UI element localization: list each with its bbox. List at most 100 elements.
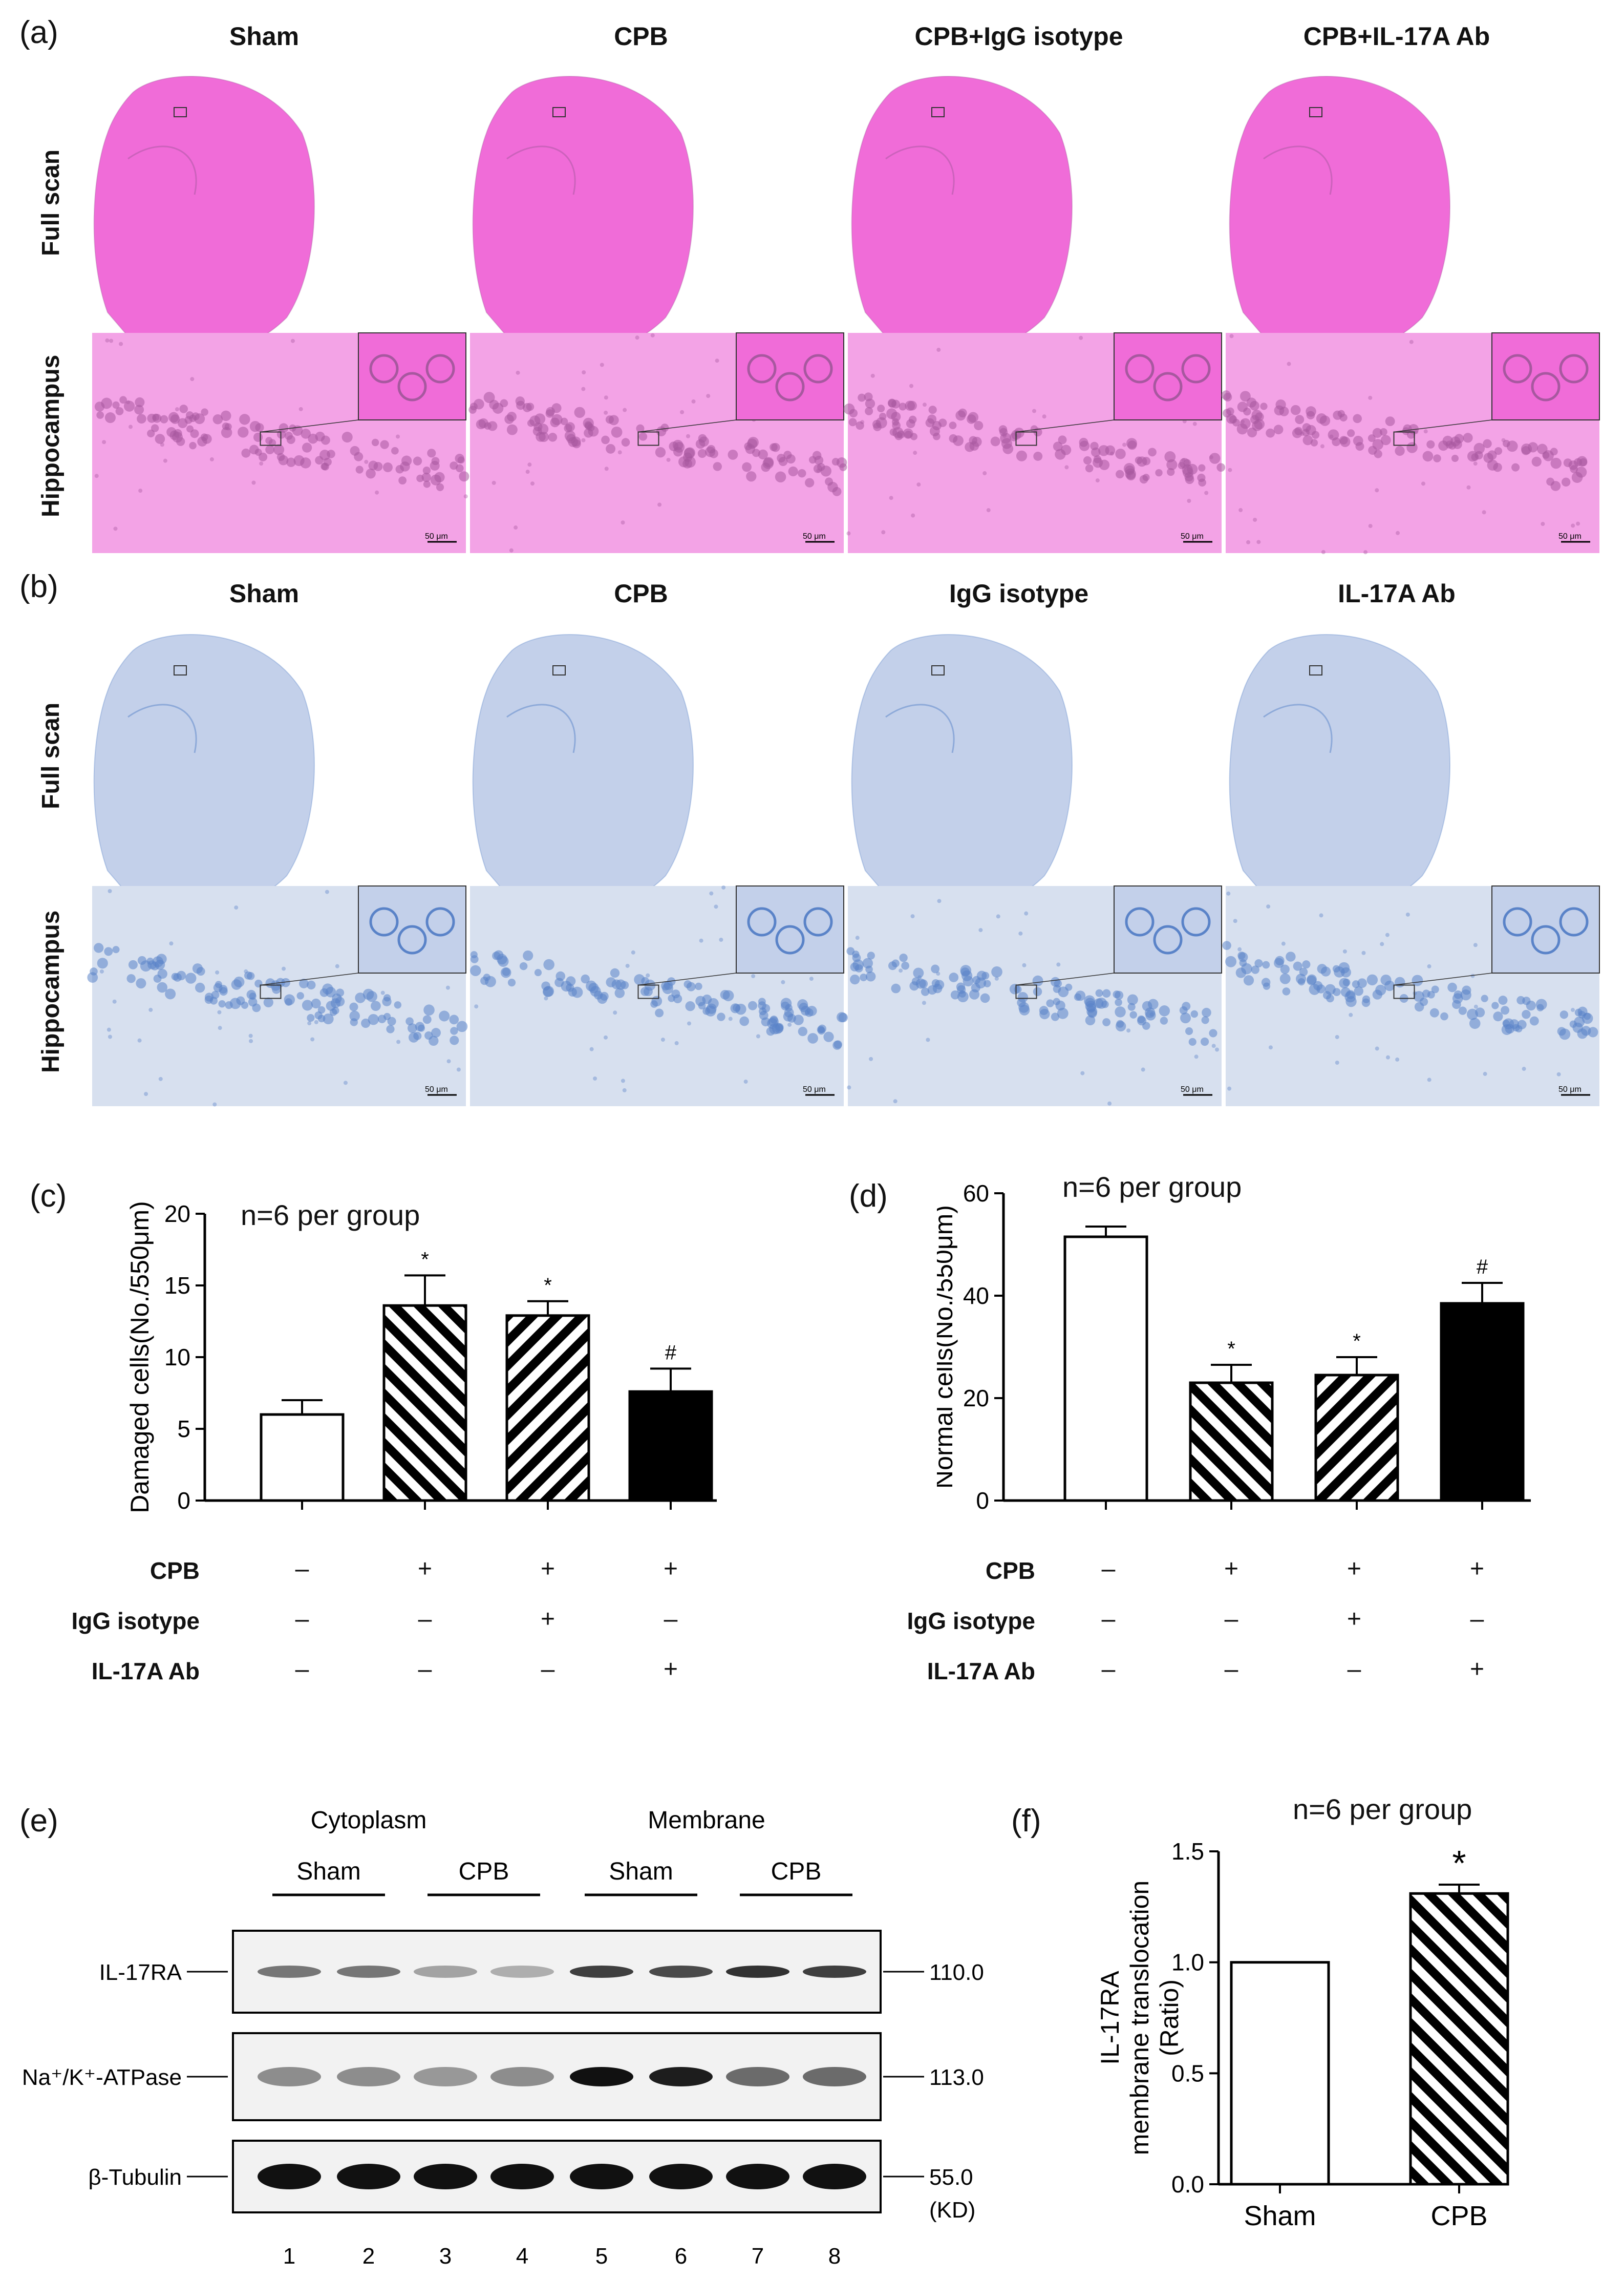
cell-dot	[881, 530, 886, 535]
cell-dot	[251, 480, 256, 485]
blot-band	[649, 2164, 713, 2189]
neuron	[456, 464, 464, 473]
treatment-sign: +	[663, 1656, 678, 1683]
neuron	[636, 424, 645, 433]
zoom-box	[1015, 984, 1037, 999]
neuron	[1295, 974, 1307, 984]
neuron	[1061, 445, 1072, 455]
neuron	[1498, 996, 1508, 1005]
neuron	[605, 415, 614, 424]
neuron	[697, 449, 707, 458]
cell-dot	[1329, 434, 1334, 439]
neuron	[112, 401, 120, 409]
cell-dot	[446, 1059, 451, 1064]
neuron	[717, 1012, 725, 1021]
neuron	[673, 441, 685, 453]
cell-dot	[621, 1079, 625, 1083]
neuron	[470, 965, 481, 977]
neuron	[1115, 1006, 1126, 1018]
panel-f-n-text: n=6 per group	[1293, 1793, 1472, 1825]
neuron	[1185, 475, 1194, 484]
blot-kd-marker: 55.0	[929, 2165, 973, 2190]
neuron	[1339, 413, 1348, 422]
treatment-row-label: IL-17A Ab	[91, 1658, 200, 1684]
treatment-sign: +	[540, 1555, 555, 1582]
neuron	[1166, 459, 1178, 471]
neuron	[856, 421, 864, 430]
neuron	[155, 434, 165, 444]
neuron	[991, 966, 1002, 978]
cell-dot	[1211, 1044, 1216, 1048]
neuron	[529, 415, 541, 427]
neuron	[685, 1001, 695, 1011]
histology-images: 50 μm 50 μm 50 μm 50 μm 50 μm 50 μm 50 μm 50 μm	[87, 76, 1600, 1107]
neuron	[1279, 973, 1291, 984]
treatment-sign: +	[1469, 1656, 1485, 1683]
neuron	[664, 981, 673, 990]
cell-dot	[375, 490, 379, 495]
blot-band	[414, 2067, 477, 2086]
neuron	[1262, 961, 1270, 969]
inset	[736, 332, 844, 420]
neuron	[1529, 1016, 1539, 1026]
neuron	[431, 1028, 441, 1038]
neuron	[252, 1003, 261, 1012]
cell-dot	[314, 1020, 318, 1024]
neuron	[1102, 1018, 1111, 1026]
cell-dot	[298, 407, 303, 411]
zoom-line	[638, 973, 737, 986]
neuron	[355, 466, 364, 474]
neuron	[436, 483, 444, 491]
brain-section	[472, 76, 694, 355]
neuron	[407, 1023, 417, 1033]
neuron	[112, 946, 120, 954]
blot-kd-marker: 110.0	[929, 1960, 984, 1985]
neuron	[1126, 471, 1136, 481]
neuron	[1225, 956, 1237, 967]
neuron	[957, 991, 969, 1003]
neuron	[744, 442, 752, 451]
neuron	[570, 436, 581, 447]
neuron	[361, 1018, 371, 1028]
treatment-sign: –	[295, 1656, 309, 1683]
hippocampus-outline	[127, 145, 197, 195]
neuron	[1046, 999, 1054, 1007]
neuron	[1332, 437, 1341, 447]
cell-dot	[911, 513, 915, 518]
y-axis-label: Normal cells(No./550μm)	[937, 1205, 958, 1489]
cell-dot	[604, 410, 608, 415]
neuron	[171, 973, 179, 981]
hippocampus-outline	[885, 704, 955, 753]
inset-cell	[747, 907, 777, 937]
panel-a-col-header: Sham	[229, 22, 300, 51]
hippocampus-outline	[506, 704, 576, 753]
blot-band	[337, 2067, 400, 2086]
neuron	[1115, 999, 1122, 1006]
treatment-sign: –	[418, 1656, 432, 1683]
neuron	[901, 961, 910, 970]
neuron	[1302, 960, 1311, 969]
neuron	[713, 462, 722, 471]
neuron	[128, 960, 138, 969]
neuron	[928, 406, 937, 414]
neuron	[1395, 446, 1405, 456]
treatment-sign: –	[295, 1555, 309, 1582]
neuron	[1588, 1027, 1598, 1038]
neuron	[1574, 1016, 1585, 1027]
treatment-sign: –	[295, 1606, 309, 1633]
neuron	[1116, 470, 1124, 479]
lane-number: 3	[439, 2244, 452, 2269]
cell-dot	[860, 420, 865, 425]
cell-dot	[217, 1010, 222, 1015]
neuron	[1221, 390, 1231, 400]
blot-group-header: Membrane	[648, 1807, 765, 1834]
cell-dot	[1395, 1057, 1400, 1062]
cell-dot	[1470, 974, 1475, 978]
neuron	[166, 427, 177, 437]
neuron	[151, 424, 159, 432]
hippocampus-image: 50 μm	[87, 885, 468, 1107]
panel-a-col-header: CPB+IL-17A Ab	[1303, 22, 1490, 51]
neuron	[273, 444, 285, 455]
neuron	[285, 998, 293, 1006]
cell-dot	[144, 1092, 148, 1096]
